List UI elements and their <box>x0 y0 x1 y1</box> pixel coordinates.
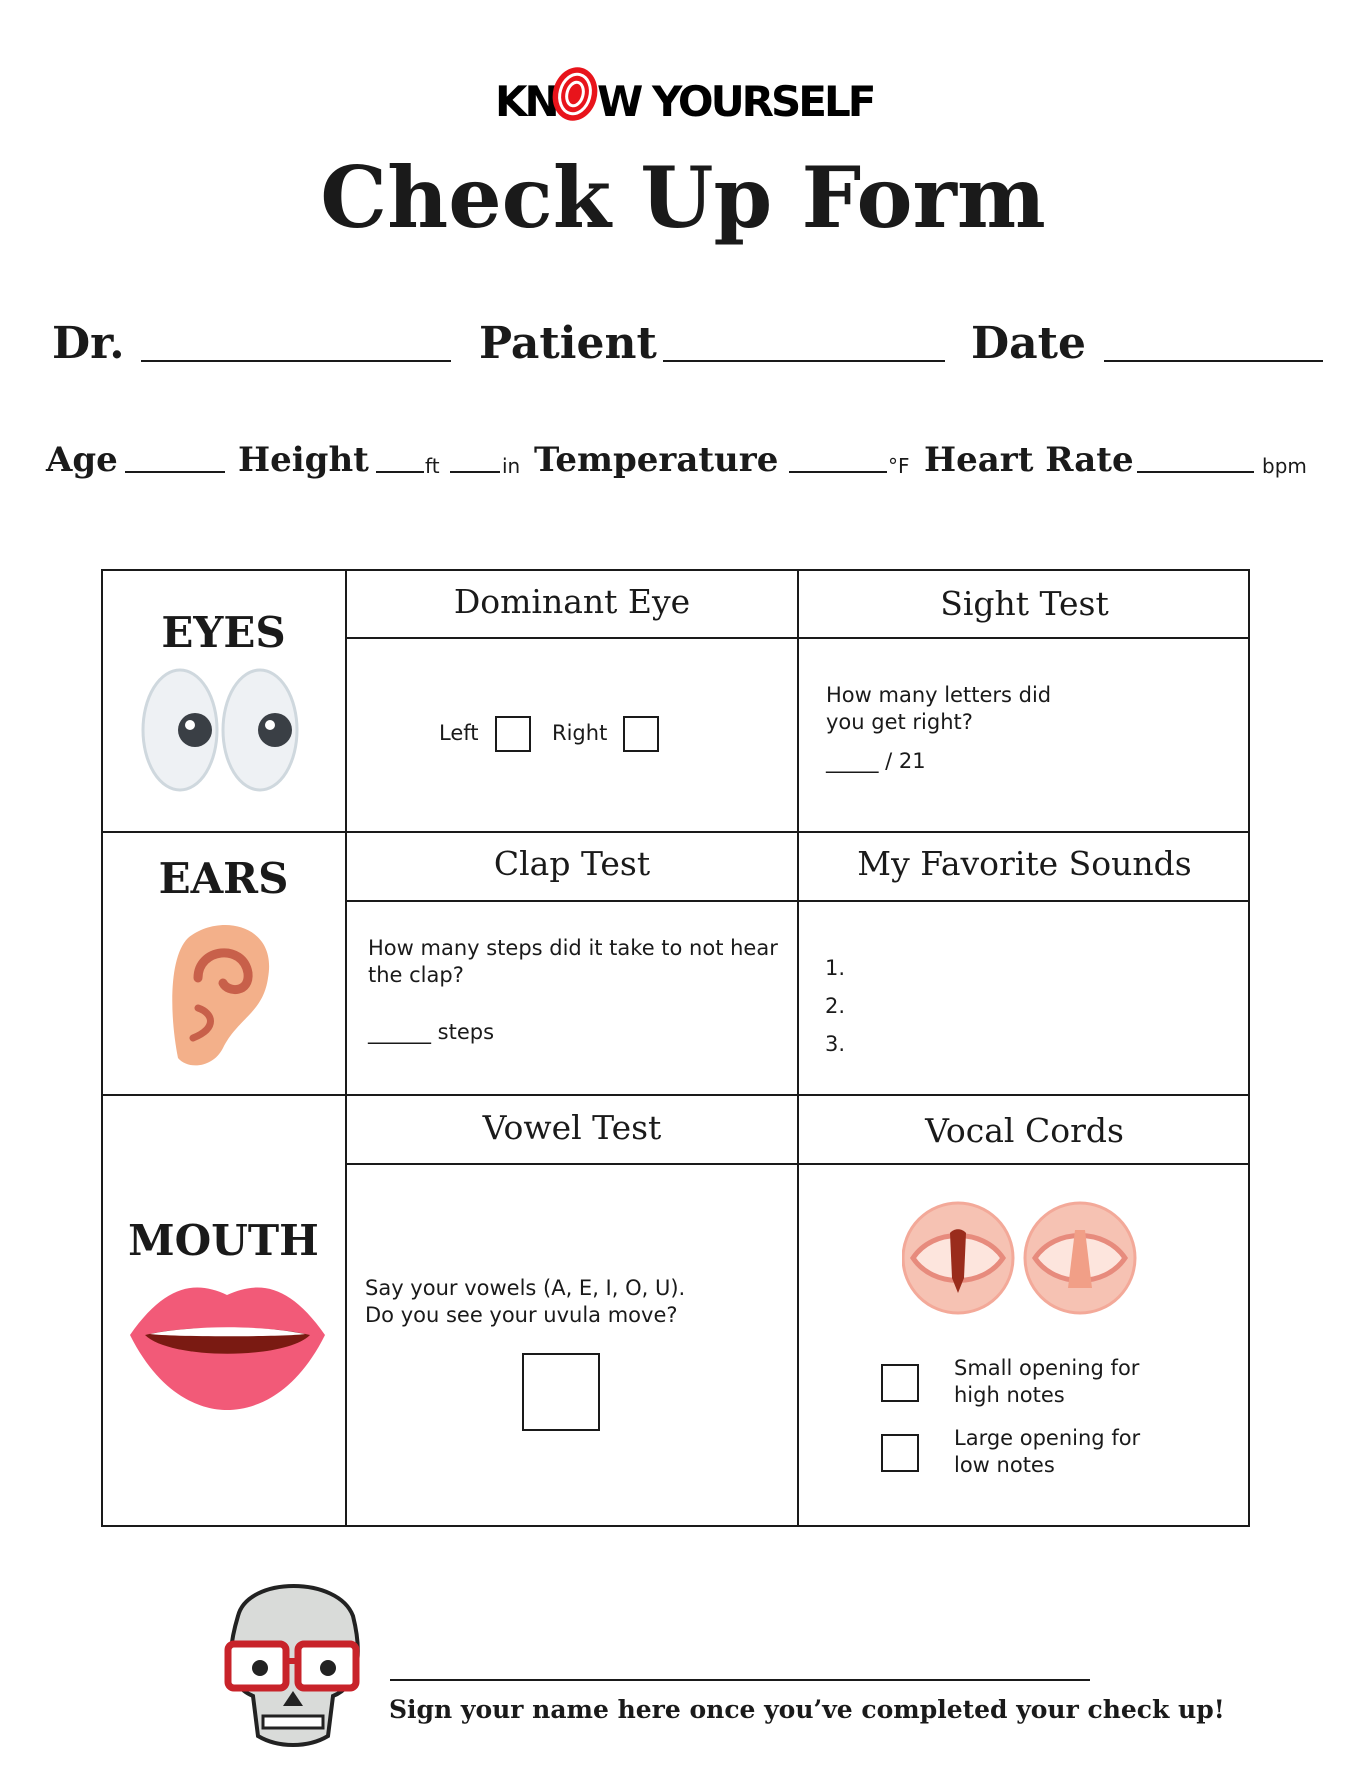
check-up-table <box>101 569 1250 1527</box>
left-eye-checkbox[interactable] <box>495 716 531 752</box>
temperature-field[interactable] <box>789 471 887 473</box>
favorite-sound-2[interactable]: 2. <box>825 994 846 1018</box>
vocal-cords-title: Vocal Cords <box>925 1111 1124 1150</box>
fahrenheit-unit: °F <box>888 454 910 478</box>
clap-test-title: Clap Test <box>493 844 651 883</box>
age-field[interactable] <box>125 471 225 473</box>
ears-label: EARS <box>158 854 289 903</box>
small-opening-checkbox[interactable] <box>881 1364 919 1402</box>
height-in-field[interactable] <box>450 471 500 473</box>
heart-rate-field[interactable] <box>1137 471 1254 473</box>
know-yourself-logo: KN W YOURSELF <box>495 64 877 126</box>
eyes-label: EYES <box>161 608 286 657</box>
favorite-sounds-title: My Favorite Sounds <box>857 844 1192 883</box>
small-opening-label: Small opening for high notes <box>954 1356 1140 1407</box>
patient-label: Patient <box>479 318 657 369</box>
right-label: Right <box>552 721 608 745</box>
sight-test-title: Sight Test <box>940 584 1109 623</box>
signature-prompt: Sign your name here once you’ve complete… <box>389 1695 1225 1724</box>
skull-mascot-icon <box>218 1576 368 1752</box>
favorite-sound-1[interactable]: 1. <box>825 956 846 980</box>
right-eye-checkbox[interactable] <box>623 716 659 752</box>
ear-icon <box>168 918 273 1077</box>
vowel-test-question: Say your vowels (A, E, I, O, U). Do you … <box>365 1276 686 1327</box>
patient-field[interactable] <box>663 360 945 362</box>
eyes-icon <box>140 665 300 799</box>
vowel-test-title: Vowel Test <box>482 1108 662 1147</box>
large-opening-checkbox[interactable] <box>881 1434 919 1472</box>
clap-steps-field[interactable]: ______ steps <box>368 1020 495 1044</box>
height-label: Height <box>238 440 369 480</box>
mouth-label: MOUTH <box>128 1216 319 1265</box>
in-unit: in <box>502 454 521 478</box>
favorite-sound-3[interactable]: 3. <box>825 1032 846 1056</box>
doctor-label: Dr. <box>52 318 125 369</box>
lips-icon <box>125 1275 330 1414</box>
uvula-checkbox[interactable] <box>522 1353 600 1431</box>
svg-text:W YOURSELF: W YOURSELF <box>597 77 874 124</box>
ft-unit: ft <box>425 454 440 478</box>
temperature-label: Temperature <box>534 440 779 480</box>
svg-text:KN: KN <box>495 77 557 124</box>
date-field[interactable] <box>1104 360 1323 362</box>
age-label: Age <box>46 440 118 480</box>
large-opening-label: Large opening for low notes <box>954 1426 1141 1477</box>
height-ft-field[interactable] <box>376 471 424 473</box>
date-label: Date <box>971 318 1086 369</box>
vocal-cords-icon <box>901 1201 1137 1320</box>
bpm-unit: bpm <box>1262 454 1307 478</box>
page-title: Check Up Form <box>320 148 1046 247</box>
dominant-eye-title: Dominant Eye <box>453 582 691 621</box>
signature-field[interactable] <box>390 1679 1090 1681</box>
sight-test-question: How many letters did you get right? <box>826 683 1052 734</box>
doctor-field[interactable] <box>141 360 451 362</box>
heart-rate-label: Heart Rate <box>924 440 1134 480</box>
clap-test-question: How many steps did it take to not hear t… <box>368 936 778 987</box>
left-label: Left <box>439 721 479 745</box>
sight-test-score-field[interactable]: _____ / 21 <box>826 749 926 773</box>
